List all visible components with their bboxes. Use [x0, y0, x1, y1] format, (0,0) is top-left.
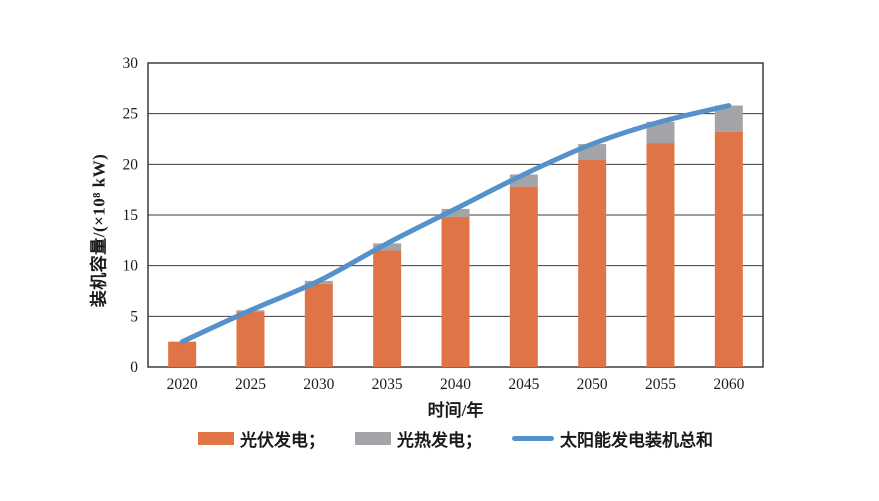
y-tick-label-15: 15 — [123, 207, 139, 224]
bar-光伏发电-2045 — [509, 186, 538, 367]
csp-swatch-icon — [355, 432, 391, 445]
bar-光伏发电-2050 — [578, 159, 607, 367]
y-tick-label-20: 20 — [123, 156, 139, 173]
y-tick-label-25: 25 — [123, 106, 139, 123]
bar-光热发电-2055 — [646, 121, 675, 144]
legend-item-pv: 光伏发电； — [198, 426, 325, 451]
total-line-swatch-icon — [512, 436, 554, 441]
pv-swatch-icon — [198, 432, 234, 445]
bar-光热发电-2040 — [441, 208, 470, 218]
x-tick-label-2020: 2020 — [167, 376, 198, 393]
bar-光伏发电-2030 — [304, 283, 333, 367]
bar-光伏发电-2020 — [168, 341, 197, 367]
legend-item-total: 太阳能发电装机总和 — [512, 426, 713, 451]
x-tick-label-2030: 2030 — [303, 376, 334, 393]
bar-光伏发电-2060 — [714, 131, 743, 367]
bar-光伏发电-2055 — [646, 143, 675, 367]
x-tick-label-2050: 2050 — [577, 376, 608, 393]
x-tick-label-2055: 2055 — [645, 376, 676, 393]
y-tick-label-0: 0 — [130, 359, 138, 376]
legend-label-total: 太阳能发电装机总和 — [560, 431, 713, 450]
y-tick-label-10: 10 — [123, 258, 139, 275]
x-tick-label-2025: 2025 — [235, 376, 266, 393]
bar-光伏发电-2035 — [373, 250, 402, 367]
x-tick-label-2040: 2040 — [440, 376, 471, 393]
x-tick-label-2060: 2060 — [713, 376, 744, 393]
total-line — [179, 103, 732, 345]
x-axis-title: 时间/年 — [427, 401, 484, 420]
bar-光伏发电-2025 — [236, 311, 265, 367]
legend: 光伏发电； 光热发电； 太阳能发电装机总和 — [148, 426, 763, 451]
x-tick-label-2045: 2045 — [508, 376, 539, 393]
y-tick-label-30: 30 — [123, 55, 139, 72]
bar-光热发电-2035 — [373, 243, 402, 251]
x-tick-label-2035: 2035 — [372, 376, 403, 393]
legend-label-pv: 光伏发电； — [240, 431, 325, 450]
legend-item-csp: 光热发电； — [355, 426, 482, 451]
bar-光伏发电-2040 — [441, 217, 470, 367]
y-tick-label-5: 5 — [130, 308, 138, 325]
legend-label-csp: 光热发电； — [397, 431, 482, 450]
